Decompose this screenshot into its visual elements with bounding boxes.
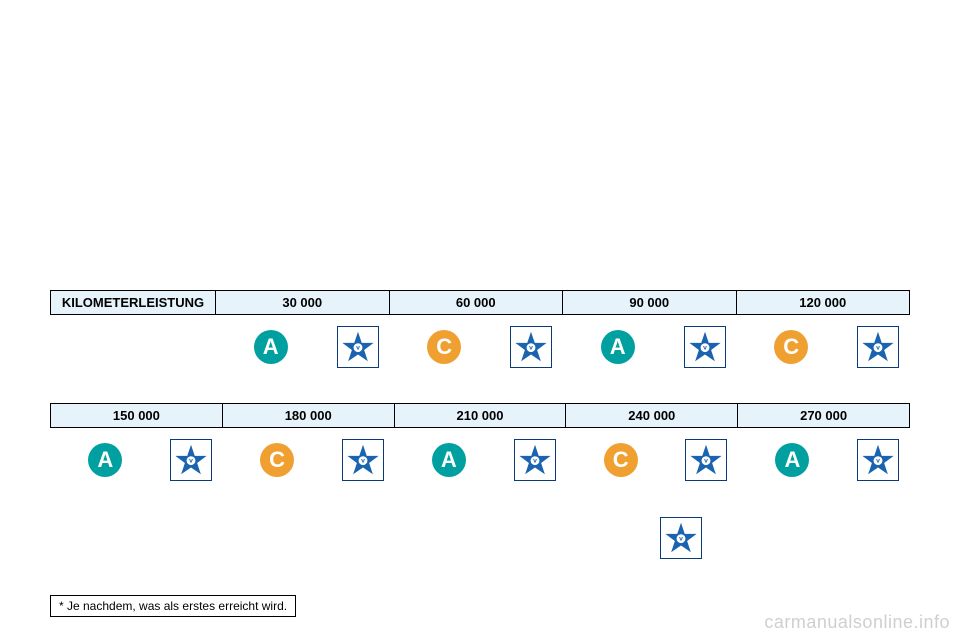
content-wrap: KILOMETERLEISTUNG 30 000 60 000 90 000 1… [50, 290, 910, 492]
service-c-icon: C [604, 443, 638, 477]
star-icon [170, 439, 212, 481]
table2-header-2: 210 000 [394, 404, 566, 428]
table2-header-3: 240 000 [566, 404, 738, 428]
second-block: 150 000 180 000 210 000 240 000 270 000 … [50, 403, 910, 492]
star-icon [337, 326, 379, 368]
table2-header-1: 180 000 [222, 404, 394, 428]
table2-cell-0: A [51, 428, 223, 493]
table1-row-label [51, 315, 216, 380]
table2-header-0: 150 000 [51, 404, 223, 428]
table1-cell-0: A [216, 315, 390, 380]
service-a-icon: A [775, 443, 809, 477]
table1-header-3: 120 000 [736, 291, 910, 315]
star-icon [514, 439, 556, 481]
service-a-icon: A [601, 330, 635, 364]
table1-header-2: 90 000 [563, 291, 737, 315]
table2-header-4: 270 000 [738, 404, 910, 428]
service-c-icon: C [260, 443, 294, 477]
table1-header-label: KILOMETERLEISTUNG [51, 291, 216, 315]
service-c-icon: C [427, 330, 461, 364]
mileage-table-1: KILOMETERLEISTUNG 30 000 60 000 90 000 1… [50, 290, 910, 379]
table1-header-0: 30 000 [216, 291, 390, 315]
table1-cell-3: C [736, 315, 910, 380]
table2-cell-3: C [566, 428, 738, 493]
table2-cell-1: C [222, 428, 394, 493]
star-icon [684, 326, 726, 368]
watermark-text: carmanualsonline.info [764, 612, 950, 633]
star-icon [510, 326, 552, 368]
service-c-icon: C [774, 330, 808, 364]
table1-header-1: 60 000 [389, 291, 563, 315]
table2-cell-2: A [394, 428, 566, 493]
star-icon [857, 326, 899, 368]
star-icon [857, 439, 899, 481]
mileage-table-2: 150 000 180 000 210 000 240 000 270 000 … [50, 403, 910, 492]
star-icon [342, 439, 384, 481]
table1-cell-2: A [563, 315, 737, 380]
footnote: * Je nachdem, was als erstes erreicht wi… [50, 595, 296, 617]
service-a-icon: A [88, 443, 122, 477]
star-icon [685, 439, 727, 481]
standalone-star-icon [660, 517, 702, 559]
table2-cell-4: A [738, 428, 910, 493]
service-a-icon: A [432, 443, 466, 477]
service-a-icon: A [254, 330, 288, 364]
table1-cell-1: C [389, 315, 563, 380]
